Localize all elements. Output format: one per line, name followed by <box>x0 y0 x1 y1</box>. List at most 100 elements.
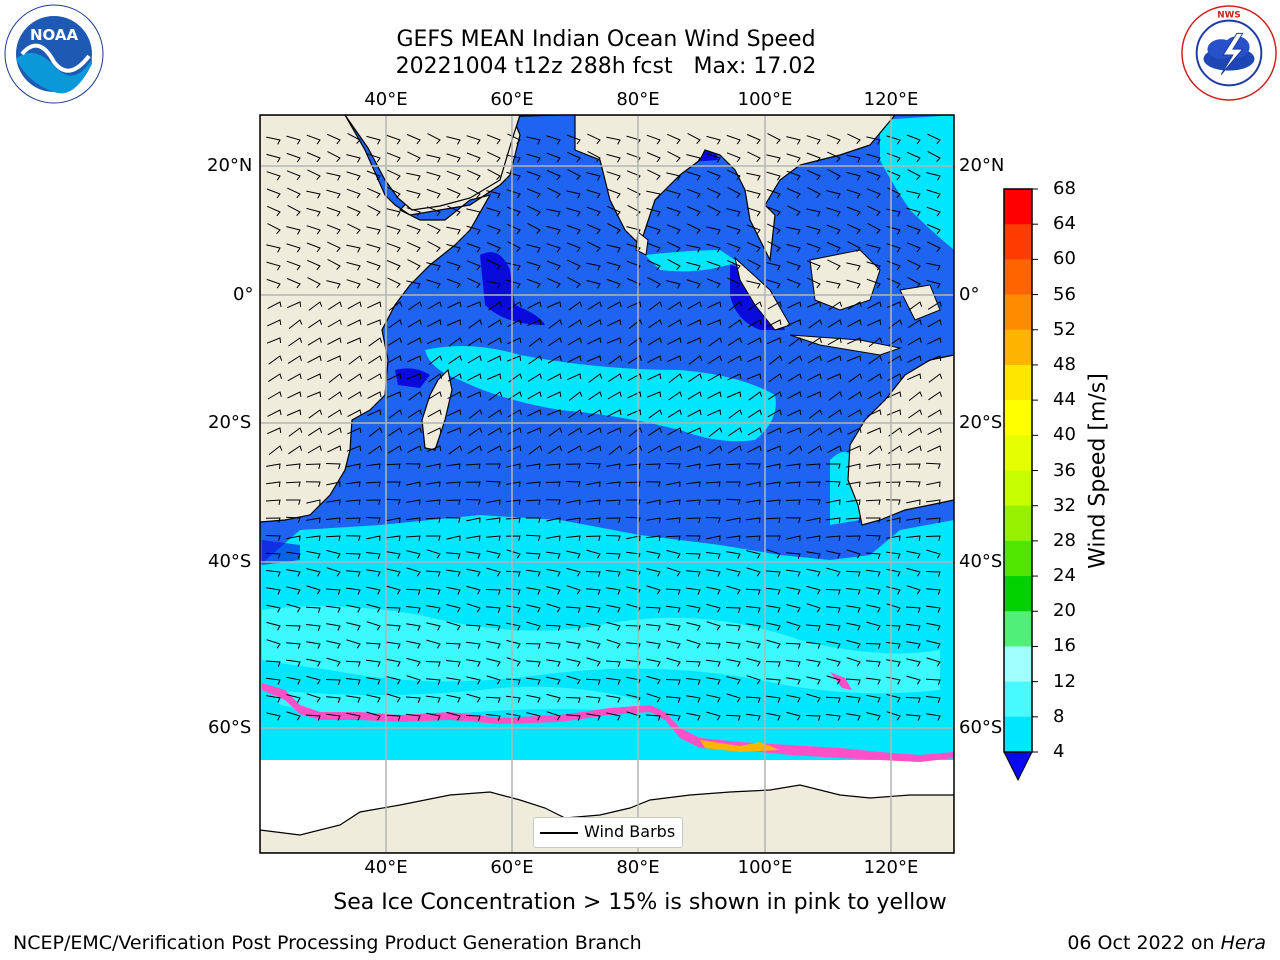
wind-barb <box>385 714 401 721</box>
wind-barb <box>747 445 762 453</box>
wind-barb <box>406 481 421 488</box>
wind-barb <box>426 188 441 199</box>
wind-barb <box>666 189 681 199</box>
colorbar-tick-label: 8 <box>1053 705 1065 727</box>
lat-label-left: 20°N <box>207 155 253 176</box>
wind-barb <box>766 445 782 452</box>
wind-barb <box>907 337 922 346</box>
wind-barb <box>807 187 821 199</box>
wind-barb <box>647 355 662 364</box>
wind-barb <box>605 499 621 505</box>
wind-barb <box>527 301 542 309</box>
wind-barb <box>466 517 481 524</box>
wind-barb <box>726 641 741 649</box>
wind-barb <box>727 445 742 454</box>
wind-barb <box>846 445 862 453</box>
wind-barb <box>465 715 481 721</box>
wind-barb <box>326 172 341 181</box>
wind-barb <box>565 481 581 487</box>
wind-barb <box>866 569 881 577</box>
map-legend: Wind Barbs <box>533 817 683 848</box>
lat-label-right: 60°S <box>959 717 1003 738</box>
wind-barb <box>446 463 461 470</box>
wind-barb <box>747 355 762 363</box>
wind-barb <box>746 373 762 380</box>
wind-barb <box>726 517 741 524</box>
wind-barb <box>465 481 481 487</box>
wind-barb <box>286 676 301 685</box>
wind-barb <box>706 659 721 667</box>
wind-barb <box>446 660 461 667</box>
wind-barb <box>587 301 602 310</box>
wind-barb <box>746 713 761 721</box>
wind-barb <box>526 621 541 631</box>
wind-barb <box>407 427 422 436</box>
wind-barb <box>826 373 842 380</box>
wind-barb <box>606 337 622 344</box>
colorbar-tick-label: 36 <box>1053 459 1076 481</box>
colorbar-segment <box>1004 364 1032 401</box>
wind-barb <box>607 301 622 310</box>
wind-barb <box>705 499 721 505</box>
wind-barb <box>566 675 581 685</box>
wind-barb <box>446 226 461 235</box>
wind-barb <box>506 622 521 631</box>
wind-barb <box>526 587 541 595</box>
wind-barb <box>806 225 821 235</box>
wind-barb <box>487 168 501 180</box>
wind-barb <box>906 641 921 649</box>
wind-barb <box>406 189 421 199</box>
wind-barb <box>526 170 541 181</box>
lat-label-right: 40°S <box>959 551 1003 572</box>
wind-barb <box>646 517 661 524</box>
wind-barb <box>305 481 321 487</box>
wind-barb <box>666 224 681 235</box>
wind-barb <box>467 187 481 199</box>
wind-barb <box>426 535 441 541</box>
wind-barb <box>526 427 542 434</box>
wind-barb <box>426 678 441 685</box>
wind-barb <box>906 658 921 667</box>
land-africa <box>260 115 561 523</box>
wind-barb <box>326 549 341 559</box>
wind-barb <box>306 641 321 649</box>
wind-barb <box>706 586 721 595</box>
wind-barb <box>606 261 621 271</box>
wind-barb <box>927 241 941 253</box>
wind-barb <box>746 623 761 631</box>
wind-barb <box>428 373 443 383</box>
wind-barb <box>866 587 881 595</box>
wind-barb <box>925 571 941 577</box>
wind-barb <box>846 463 861 470</box>
wind-barb <box>806 301 822 308</box>
wind-barb <box>546 301 562 308</box>
wind-barb <box>607 391 622 400</box>
wind-barb <box>846 481 861 488</box>
wind-barb <box>526 319 542 327</box>
wind-barb <box>806 517 821 524</box>
wind-barb <box>748 391 763 401</box>
wind-barb <box>626 301 642 309</box>
wind-barb <box>566 134 581 145</box>
wind-barb <box>367 391 382 399</box>
wind-barb <box>788 445 803 455</box>
wind-barb <box>866 463 881 470</box>
wind-barb <box>765 570 781 577</box>
wind-barb <box>746 481 761 488</box>
wind-barb <box>726 208 741 217</box>
wind-barb <box>906 224 921 235</box>
colorbar-segment <box>1004 224 1032 260</box>
wind-barb <box>426 171 441 181</box>
wind-barb <box>647 169 661 181</box>
wind-barb <box>806 535 821 542</box>
wind-barb <box>687 223 701 235</box>
wind-barb <box>526 604 541 613</box>
wind-barb <box>847 241 861 253</box>
wind-barb <box>326 640 341 649</box>
wind-barb <box>625 625 641 631</box>
wind-barb <box>446 153 461 163</box>
wind-barb <box>567 259 581 271</box>
wind-barb <box>766 481 781 488</box>
wind-barb <box>746 172 761 181</box>
wind-barb <box>828 301 843 311</box>
